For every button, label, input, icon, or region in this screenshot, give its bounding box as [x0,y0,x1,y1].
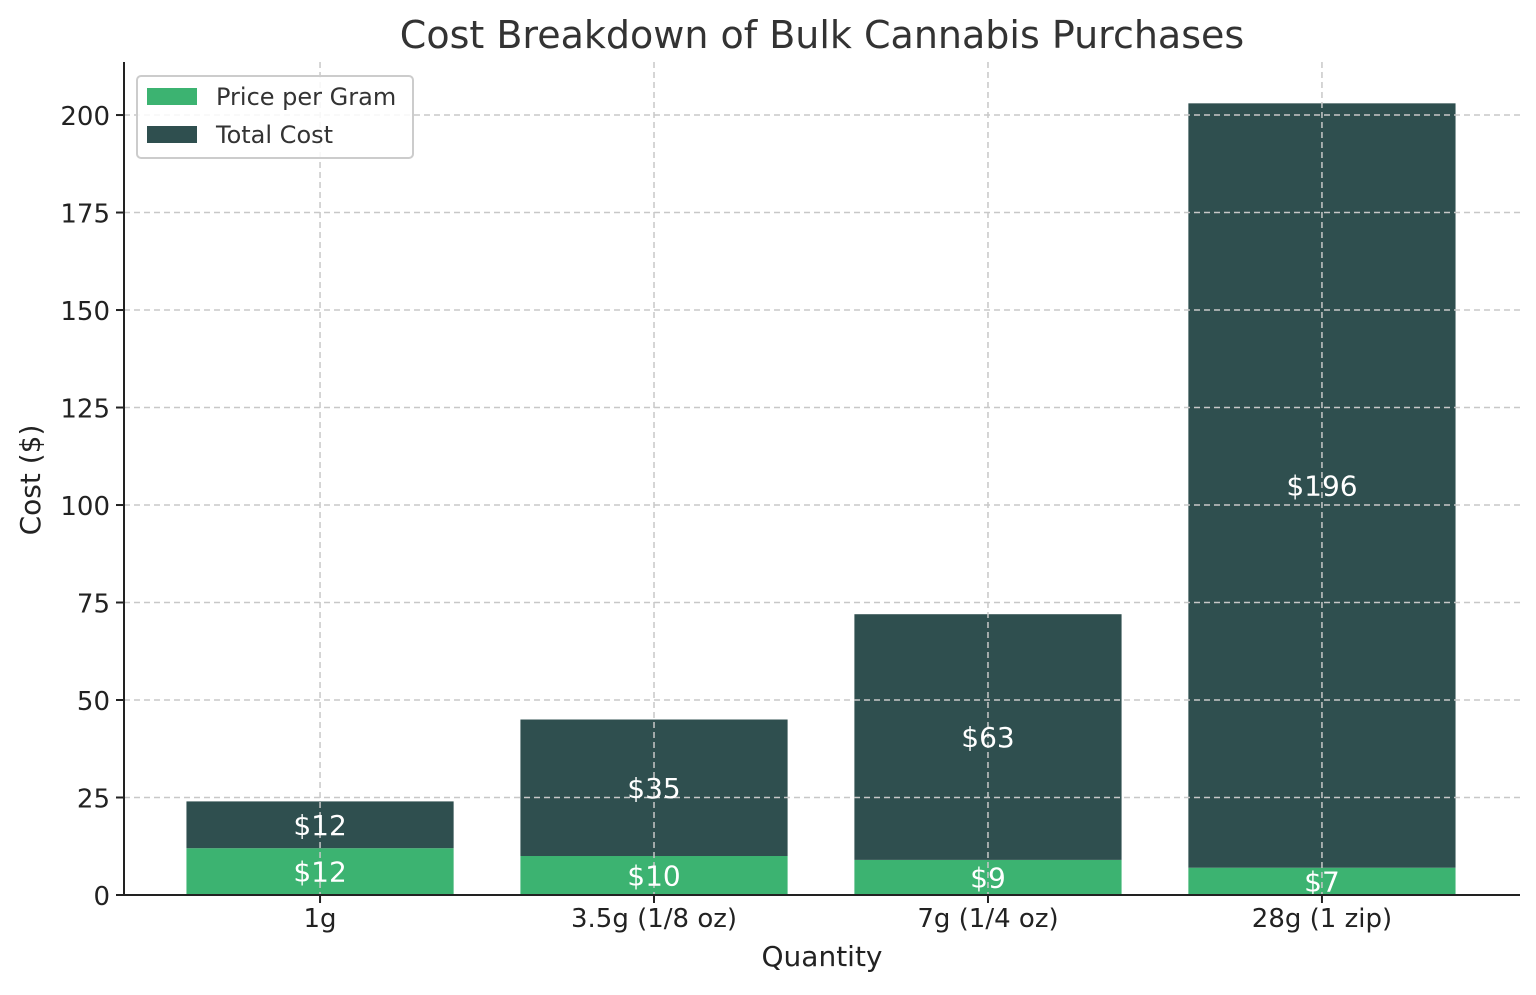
data-label: $7 [1304,865,1340,898]
y-tick-label: 200 [60,102,110,132]
x-tick-label: 28g (1 zip) [1252,904,1392,934]
y-tick-label: 0 [93,882,110,912]
data-label: $12 [293,809,346,842]
data-label: $9 [970,861,1006,894]
legend-label-price-per-gram: Price per Gram [216,83,396,111]
y-tick-label: 150 [60,297,110,327]
legend-box [136,75,414,159]
data-label: $10 [627,860,680,893]
y-tick-label: 75 [77,590,110,620]
legend-swatch-price-per-gram [147,88,197,105]
data-label: $196 [1286,470,1357,503]
legend: Price per Gram Total Cost [136,75,414,159]
legend-swatch-total-cost [147,126,197,143]
data-label: $63 [961,721,1014,754]
legend-label-total-cost: Total Cost [215,121,333,149]
x-tick-label: 3.5g (1/8 oz) [571,904,737,934]
chart-title: Cost Breakdown of Bulk Cannabis Purchase… [400,13,1244,57]
x-tick-label: 1g [304,904,337,934]
y-tick-label: 100 [60,492,110,522]
y-tick-label: 175 [60,200,110,230]
data-label: $12 [293,856,346,889]
x-axis-label: Quantity [762,940,883,973]
y-tick-label: 25 [77,785,110,815]
x-tick-label: 7g (1/4 oz) [917,904,1058,934]
y-axis-label: Cost ($) [14,425,47,536]
y-tick-label: 50 [77,687,110,717]
data-label: $35 [627,772,680,805]
y-tick-label: 125 [60,395,110,425]
